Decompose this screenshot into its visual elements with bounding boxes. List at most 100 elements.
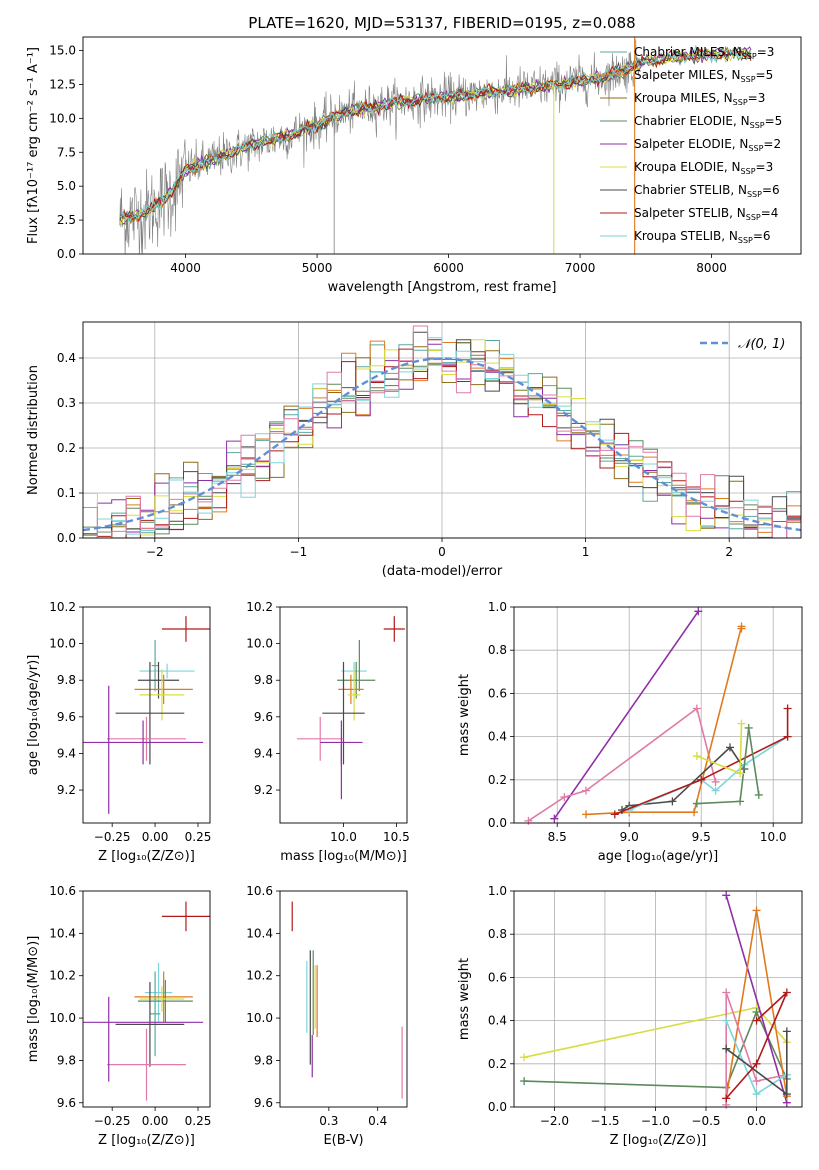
y-tick-label: 1.0 (488, 884, 507, 898)
x-tick-label: 0 (438, 545, 446, 559)
series-marker (560, 793, 569, 802)
series-marker (752, 1007, 761, 1016)
y-tick-label: 9.4 (254, 746, 273, 760)
y-axis-label: Normed distribution (26, 365, 41, 495)
y-axis-label: mass [log₁₀(M/M⊙)] (26, 936, 41, 1063)
y-tick-label: 15.0 (49, 44, 76, 58)
data-point (107, 1028, 186, 1101)
axes-frame (82, 890, 211, 1108)
weight-vs-age-panel: 8.5 9.0 9.5 10.0 0.0 0.2 0.4 0.6 0.8 1.0 age [log₁… (457, 600, 803, 864)
axes-frame (279, 890, 408, 1108)
series-marker (752, 1059, 761, 1068)
data-point (115, 661, 185, 765)
x-tick-label: −1 (290, 545, 308, 559)
series-line (725, 991, 788, 1099)
data-point (149, 971, 161, 1057)
x-tick-label: 0.00 (142, 830, 169, 844)
x-tick-label: 10.0 (760, 830, 787, 844)
series-marker (690, 808, 698, 817)
data-point (139, 669, 185, 721)
legend-label: Salpeter ELODIE, NSSP=2 (634, 137, 781, 153)
y-tick-label: 10.2 (49, 969, 76, 983)
series-marker (722, 1094, 731, 1103)
legend-label: Chabrier ELODIE, NSSP=5 (634, 114, 782, 130)
series-marker (582, 810, 590, 819)
series-marker (582, 786, 590, 795)
weight-vs-metallicity-panel: −2.0 −1.5 −1.0 −0.5 0.0 0.0 0.2 0.4 0.6 0.8 1.0 Z [… (457, 884, 803, 1148)
mass-vs-ebv-panel: 0.3 0.4 9.6 9.8 10.0 10.2 10.4 10.6 E(B-V) (246, 884, 408, 1148)
y-tick-label: 9.8 (57, 1053, 76, 1067)
model-spectrum-line (119, 45, 752, 224)
series-marker (722, 988, 731, 997)
x-tick-label: 0.0 (747, 1114, 766, 1128)
y-tick-label: 9.6 (57, 710, 76, 724)
data-point (337, 661, 376, 699)
series-line (524, 1009, 788, 1089)
data-point (322, 661, 365, 765)
y-tick-label: 0.6 (488, 686, 507, 700)
x-tick-label: 10.5 (383, 830, 410, 844)
series-marker (737, 719, 746, 728)
age-vs-metallicity-panel: −0.25 0.00 0.25 9.2 9.4 9.6 9.8 10.0 10.2 Z [log₁… (26, 600, 211, 864)
y-tick-label: 9.2 (254, 783, 273, 797)
y-tick-label: 9.4 (57, 746, 76, 760)
y-tick-label: 10.0 (49, 637, 76, 651)
residuals-panel: −2 −1 0 1 2 0.0 0.1 0.2 0.3 0.4 (data-model)/error… (26, 321, 802, 579)
y-tick-label: 12.5 (49, 77, 76, 91)
data-point (137, 979, 193, 1023)
x-tick-label: −2.0 (540, 1114, 569, 1128)
y-tick-label: 9.6 (57, 1096, 76, 1110)
y-axis-label: mass weight (457, 674, 472, 756)
legend-label: Kroupa MILES, NSSP=3 (634, 91, 765, 107)
y-tick-label: 0.0 (57, 247, 76, 261)
x-axis-label: wavelength [Angstrom, rest frame] (328, 280, 557, 295)
series-line (725, 895, 788, 1103)
legend-label: Kroupa STELIB, NSSP=6 (634, 229, 771, 245)
y-tick-label: 0.1 (57, 486, 76, 500)
x-tick-label: −0.5 (691, 1114, 720, 1128)
series-marker (524, 816, 533, 825)
mass-vs-metallicity-panel: −0.25 0.00 0.25 9.6 9.8 10.0 10.2 10.4 10.6 Z [lo… (26, 884, 211, 1148)
figure-title: PLATE=1620, MJD=53137, FIBERID=0195, z=0… (248, 14, 635, 32)
series-marker (782, 1090, 791, 1099)
x-axis-label: E(B-V) (323, 1133, 363, 1148)
y-tick-label: 0.8 (488, 927, 507, 941)
x-tick-label: 5000 (302, 261, 333, 275)
y-tick-label: 10.0 (49, 1011, 76, 1025)
x-tick-label: 6000 (433, 261, 464, 275)
series-marker (752, 1016, 761, 1025)
axes-frame (82, 606, 211, 824)
y-axis-label: age [log₁₀(age/yr)] (26, 655, 41, 776)
series-marker (520, 1077, 529, 1086)
series-line (621, 746, 746, 811)
y-tick-label: 0.0 (488, 816, 507, 830)
x-tick-label: −1.5 (590, 1114, 619, 1128)
y-tick-label: 10.2 (49, 600, 76, 614)
y-tick-label: 0.2 (57, 441, 76, 455)
x-tick-label: 0.4 (368, 1114, 387, 1128)
series-marker (692, 799, 701, 808)
y-tick-label: 0.3 (57, 396, 76, 410)
axes-frame (513, 890, 803, 1108)
y-axis-label: mass weight (457, 958, 472, 1040)
legend-label: Chabrier MILES, NSSP=3 (634, 45, 774, 61)
age-vs-mass-panel: 10.0 10.5 9.2 9.4 9.6 9.8 10.0 10.2 mass [log₁₀(… (246, 600, 409, 864)
axes-frame (82, 36, 802, 255)
legend-label: 𝒩(0, 1) (738, 337, 785, 352)
series-marker (754, 790, 763, 799)
series-marker (737, 624, 746, 633)
series-marker (610, 810, 619, 819)
x-tick-label: 9.0 (620, 830, 639, 844)
series-marker (736, 797, 745, 806)
y-tick-label: 10.6 (49, 884, 76, 898)
y-tick-label: 9.6 (254, 1096, 273, 1110)
y-tick-label: 10.0 (49, 111, 76, 125)
data-point (83, 720, 204, 765)
x-axis-label: Z [log₁₀(Z/Z⊙)] (610, 1133, 707, 1148)
x-tick-label: −2 (146, 545, 164, 559)
y-tick-label: 9.6 (254, 710, 273, 724)
data-point (296, 716, 344, 761)
axes-frame (82, 321, 802, 539)
legend-label: Chabrier STELIB, NSSP=6 (634, 183, 780, 199)
y-tick-label: 5.0 (57, 179, 76, 193)
